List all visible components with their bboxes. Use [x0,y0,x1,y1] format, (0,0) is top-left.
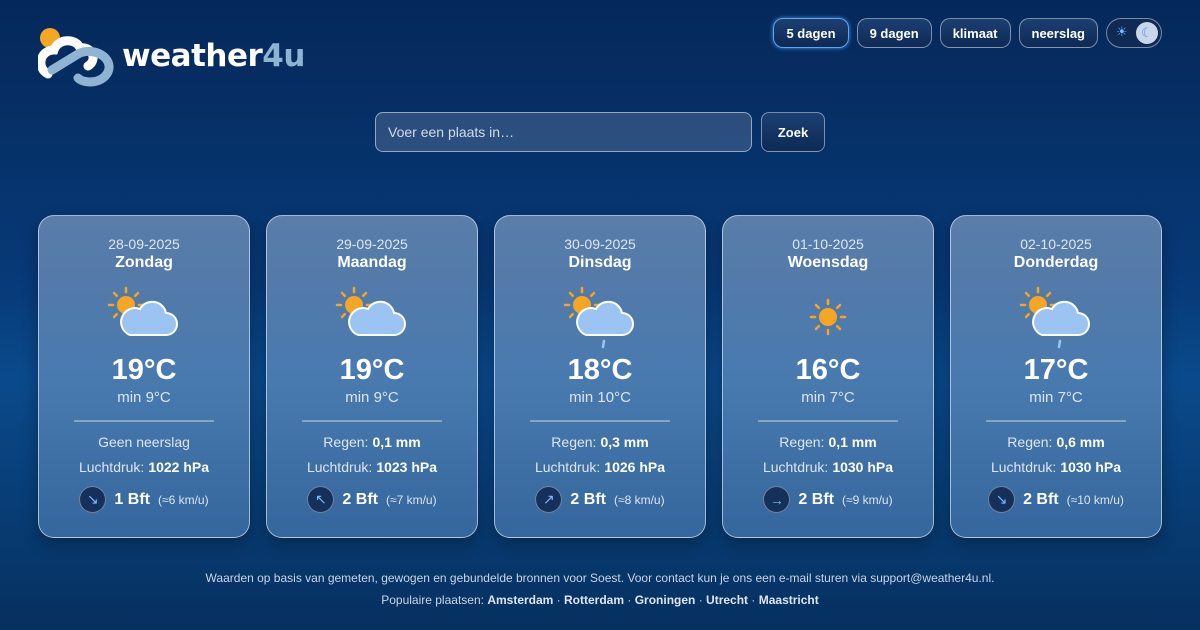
max-temp: 18°C [567,354,633,386]
forecast-cards: 28-09-2025 Zondag 19°C min 9°C Geen neer… [38,215,1162,538]
moon-icon: ☾ [1136,22,1158,44]
card-date: 30-09-2025 [564,236,636,252]
search-input[interactable] [375,112,752,152]
wind-kmh: (≈10 km/u) [1066,492,1124,507]
precipitation: Regen: 0,1 mm [323,434,421,450]
divider [758,420,898,422]
wind-direction-icon: ↘ [79,486,107,513]
sun-cloud-rain-icon [495,282,705,352]
min-temp: min 9°C [345,389,399,406]
divider [74,420,214,422]
max-temp: 16°C [795,354,861,386]
wind-bft: 2 Bft [570,490,606,508]
wind-direction-icon: ↘ [988,486,1016,513]
divider [986,420,1126,422]
search-bar: Zoek [375,112,825,152]
min-temp: min 9°C [117,389,171,406]
sun-icon: ☀ [1116,24,1128,39]
sun-cloud-icon [267,282,477,352]
wind-kmh: (≈9 km/u) [841,492,893,507]
wind-direction-icon: → [763,486,791,513]
wind-kmh: (≈7 km/u) [385,492,437,507]
place-link[interactable]: Groningen [634,593,696,607]
day-card: 28-09-2025 Zondag 19°C min 9°C Geen neer… [38,215,250,538]
sun-cloud-icon [39,282,249,352]
sun-icon [723,282,933,352]
footer: Waarden op basis van gemeten, gewogen en… [0,567,1200,611]
wind: ↘ 2 Bft (≈10 km/u) [951,486,1161,513]
nav-klimaat[interactable]: klimaat [939,18,1011,48]
footer-info: Waarden op basis van gemeten, gewogen en… [205,571,995,585]
nav-9-dagen[interactable]: 9 dagen [856,18,932,48]
pressure: Luchtdruk: 1030 hPa [762,459,894,475]
place-link[interactable]: Maastricht [758,593,819,607]
logo-text: weather4u [122,38,305,74]
popular-places: Populaire plaatsen: Amsterdam · Rotterda… [381,593,819,607]
pressure: Luchtdruk: 1026 hPa [534,459,666,475]
card-date: 02-10-2025 [1020,236,1092,252]
wind: → 2 Bft (≈9 km/u) [723,486,933,513]
max-temp: 19°C [111,354,177,386]
card-day: Woensdag [787,254,869,271]
logo[interactable]: weather4u [38,24,305,88]
wind-kmh: (≈6 km/u) [157,492,209,507]
precipitation: Geen neerslag [98,434,190,450]
card-day: Donderdag [1013,254,1099,271]
card-day: Dinsdag [568,254,632,271]
wind: ↖ 2 Bft (≈7 km/u) [267,486,477,513]
logo-icon [38,28,114,87]
card-date: 29-09-2025 [336,236,408,252]
place-link[interactable]: Rotterdam [564,593,625,607]
min-temp: min 7°C [801,389,855,406]
wind-bft: 2 Bft [1023,490,1059,508]
sun-cloud-rain-icon [951,282,1161,352]
place-link[interactable]: Utrecht [706,593,749,607]
wind-bft: 1 Bft [114,490,150,508]
nav-neerslag[interactable]: neerslag [1018,18,1098,48]
precipitation: Regen: 0,1 mm [779,434,877,450]
precipitation: Regen: 0,6 mm [1007,434,1105,450]
day-card: 30-09-2025 Dinsdag 18°C min 10°C Regen: 0… [494,215,706,538]
wind-direction-icon: ↗ [535,486,563,513]
card-day: Maandag [337,254,407,271]
nav-5-dagen[interactable]: 5 dagen [773,18,849,48]
wind: ↗ 2 Bft (≈8 km/u) [495,486,705,513]
wind-kmh: (≈8 km/u) [613,492,665,507]
day-card: 02-10-2025 Donderdag 17°C min 7°C Regen:… [950,215,1162,538]
card-day: Zondag [115,254,173,271]
place-link[interactable]: Amsterdam [487,593,554,607]
pressure: Luchtdruk: 1030 hPa [990,459,1122,475]
card-date: 28-09-2025 [108,236,180,252]
wind: ↘ 1 Bft (≈6 km/u) [39,486,249,513]
day-card: 01-10-2025 Woensdag 16°C min 7°C Regen: 0… [722,215,934,538]
pressure: Luchtdruk: 1023 hPa [306,459,438,475]
theme-toggle[interactable]: ☀ ☾ [1106,18,1162,48]
max-temp: 19°C [339,354,405,386]
card-date: 01-10-2025 [792,236,864,252]
divider [302,420,442,422]
wind-direction-icon: ↖ [307,486,335,513]
day-card: 29-09-2025 Maandag 19°C min 9°C Regen: 0,… [266,215,478,538]
pressure: Luchtdruk: 1022 hPa [78,459,210,475]
min-temp: min 10°C [569,389,631,406]
max-temp: 17°C [1023,354,1089,386]
top-nav: 5 dagen 9 dagen klimaat neerslag ☀ ☾ [773,18,1162,48]
wind-bft: 2 Bft [798,490,834,508]
divider [530,420,670,422]
wind-bft: 2 Bft [342,490,378,508]
search-button[interactable]: Zoek [761,112,825,152]
min-temp: min 7°C [1029,389,1083,406]
precipitation: Regen: 0,3 mm [551,434,649,450]
